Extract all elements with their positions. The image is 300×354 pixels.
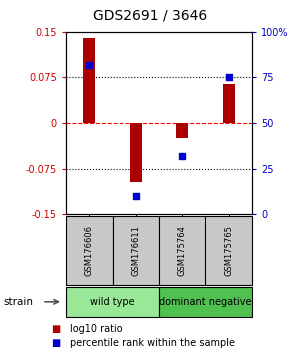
- Bar: [223, 84, 235, 123]
- Text: dominant negative: dominant negative: [159, 297, 252, 307]
- Text: ■: ■: [51, 338, 60, 348]
- Point: [87, 62, 92, 68]
- Text: GDS2691 / 3646: GDS2691 / 3646: [93, 9, 207, 23]
- Text: GSM175764: GSM175764: [178, 225, 187, 276]
- Text: GSM176611: GSM176611: [131, 225, 140, 276]
- Text: ■: ■: [51, 324, 60, 333]
- Point: [180, 153, 185, 159]
- Text: log10 ratio: log10 ratio: [70, 324, 123, 333]
- Bar: [176, 123, 188, 138]
- Text: GSM175765: GSM175765: [224, 225, 233, 276]
- Text: percentile rank within the sample: percentile rank within the sample: [70, 338, 236, 348]
- Bar: [130, 123, 142, 182]
- Bar: [83, 38, 95, 123]
- Text: GSM176606: GSM176606: [85, 225, 94, 276]
- Text: wild type: wild type: [90, 297, 135, 307]
- Point: [226, 75, 231, 80]
- Point: [133, 193, 138, 199]
- Text: strain: strain: [3, 297, 33, 307]
